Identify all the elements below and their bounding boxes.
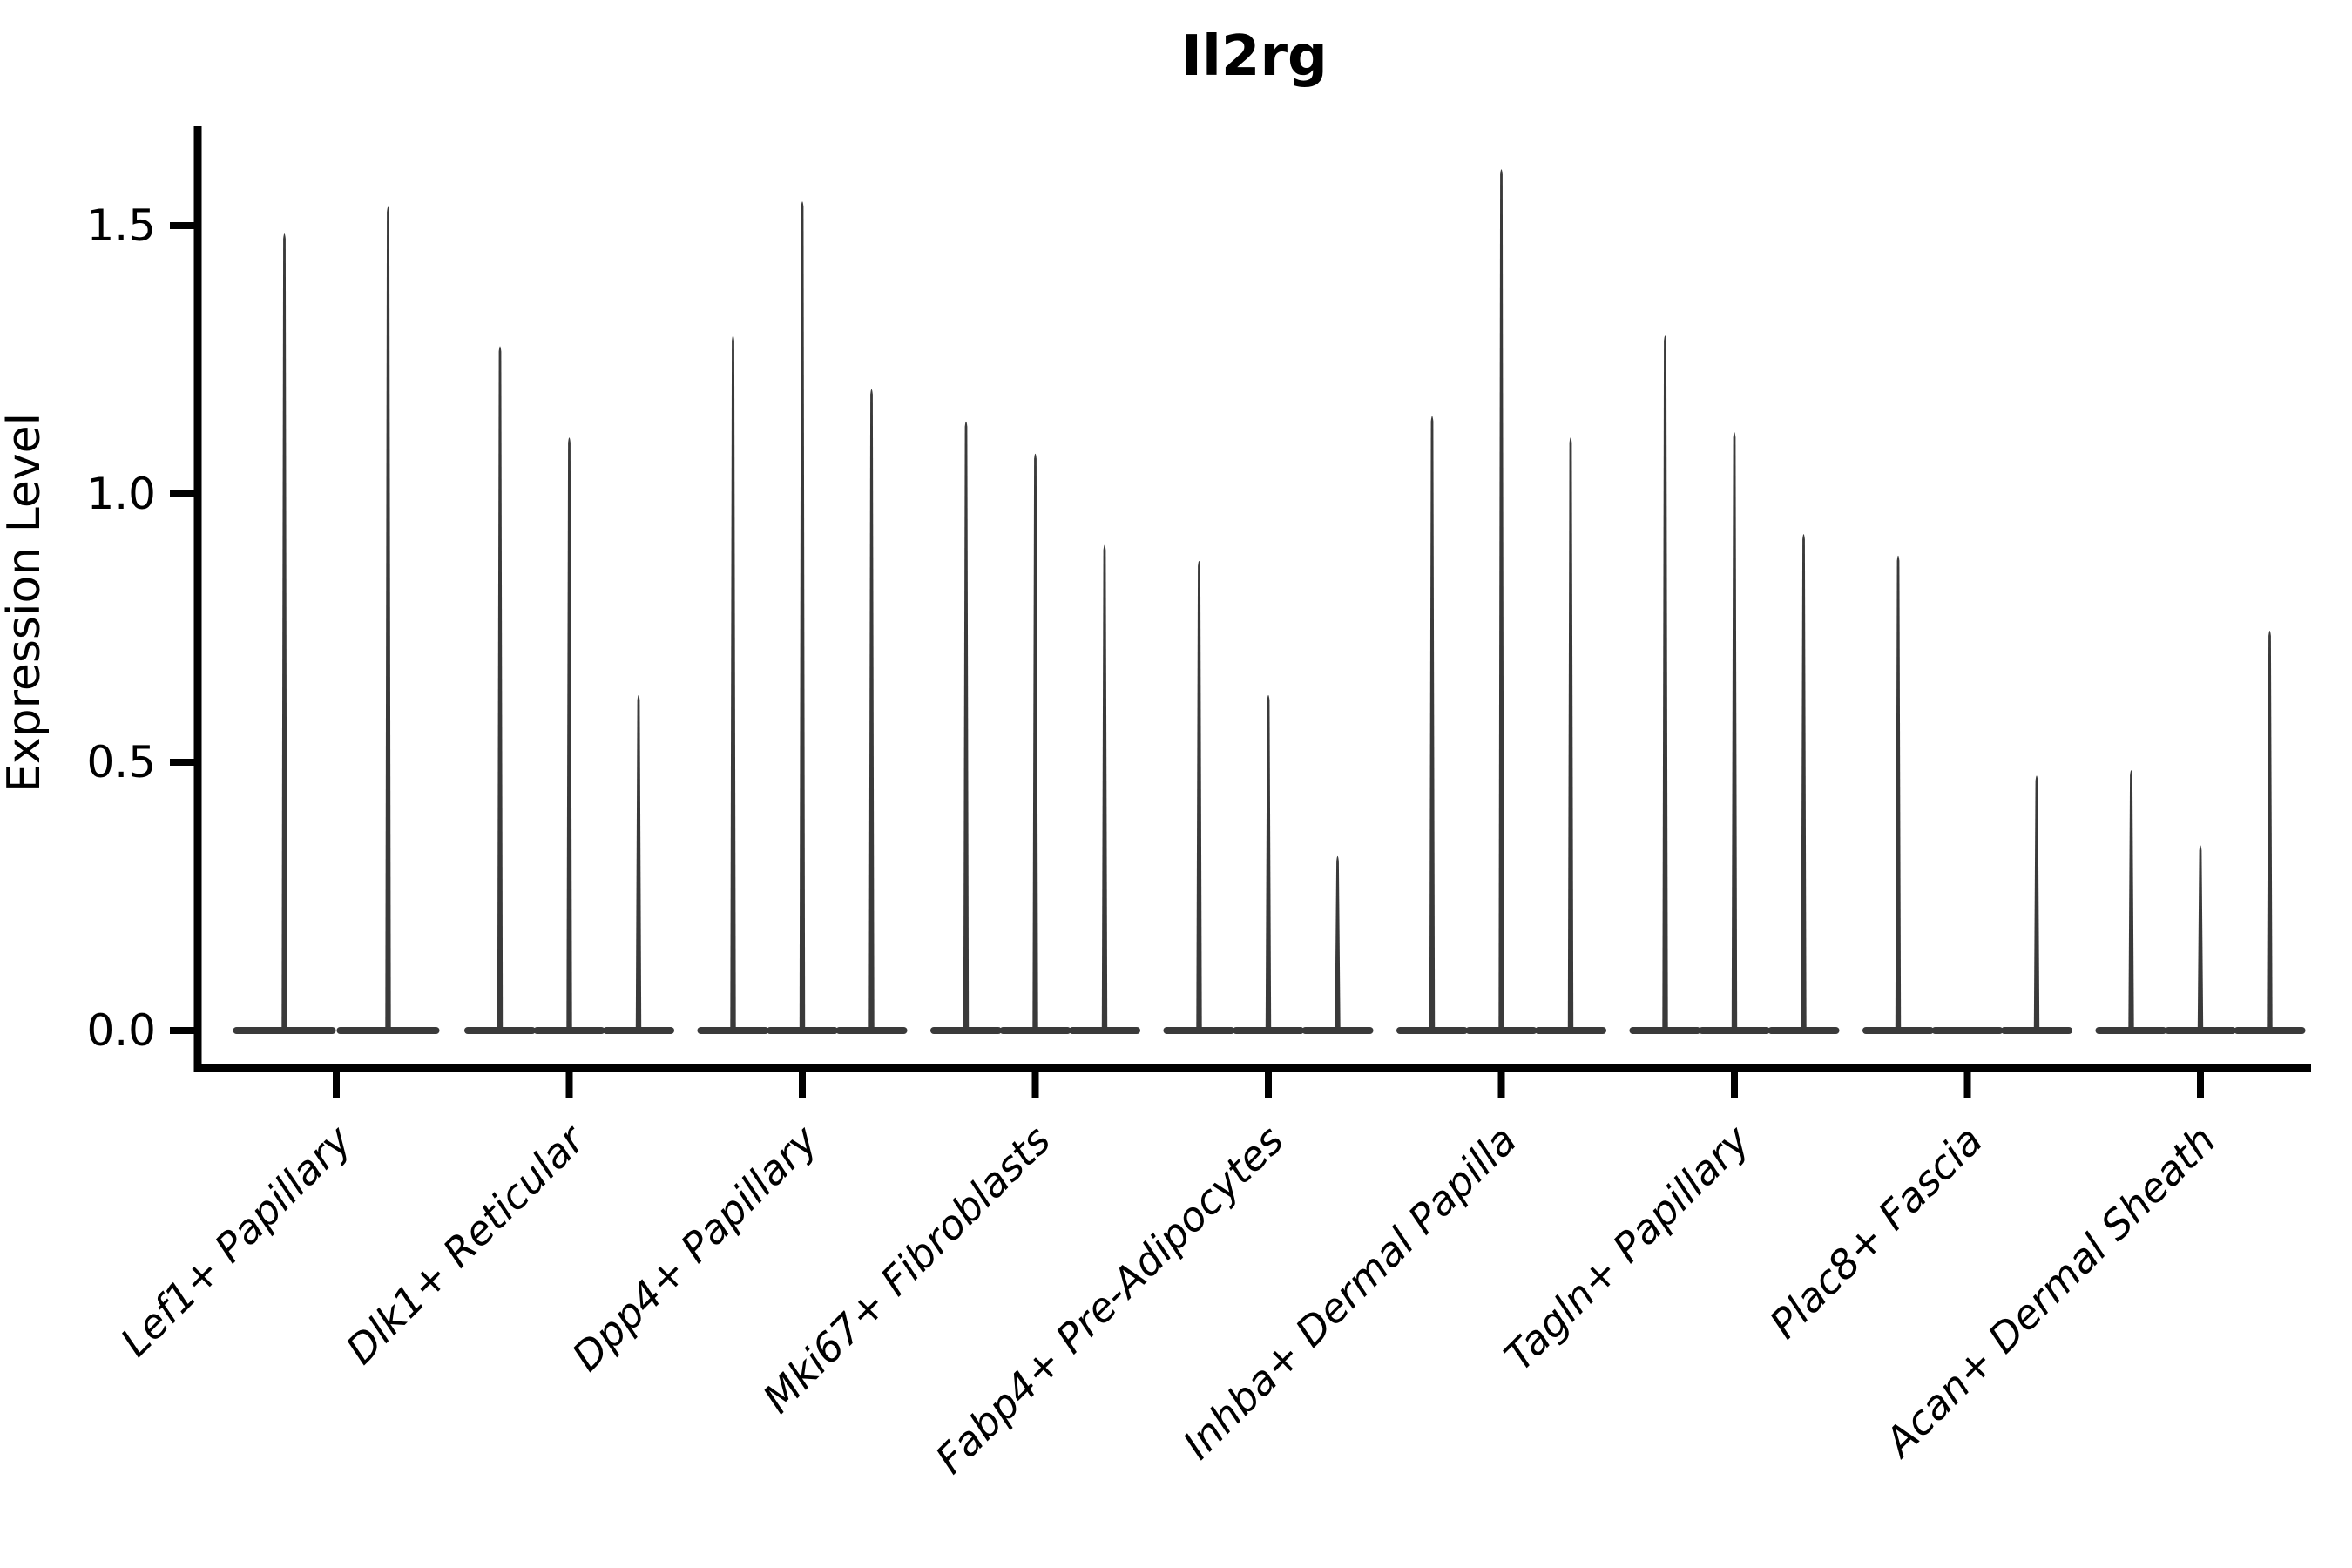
x-tick-mark [1031,1072,1039,1098]
chart-title: Il2rg [1181,24,1328,89]
violin-spike [1265,694,1272,1031]
violin-spike [1498,169,1504,1031]
violin-spike [1567,437,1574,1031]
violin-spike [799,201,806,1031]
y-tick-label: 0.5 [86,737,156,787]
y-tick-label: 0.0 [86,1005,156,1056]
y-tick-mark [170,490,198,497]
violin-spike [1196,560,1202,1031]
violin-spike [1662,335,1668,1031]
violin-spike [1335,855,1341,1031]
violin-spike [1101,544,1108,1031]
violin-spike [566,437,572,1031]
x-tick-mark [565,1072,573,1098]
x-tick-mark [1731,1072,1738,1098]
violin-spike [1731,432,1738,1031]
x-tick-mark [799,1072,806,1098]
x-tick-label: Lef1+ Papillary [112,1116,361,1365]
y-tick-mark [170,1027,198,1034]
x-axis-spine [193,1064,2311,1072]
violin-spike [1032,453,1038,1031]
violin-spike [868,389,875,1031]
y-tick-label: 1.0 [86,469,156,519]
x-tick-mark [1963,1072,1971,1098]
x-tick-mark [1497,1072,1505,1098]
violin-spike [385,206,391,1031]
x-tick-label: Dpp4+ Papillary [563,1116,827,1380]
x-tick-label: Dlk1+ Reticular [337,1114,596,1373]
violin-base [1931,1027,2004,1034]
x-tick-mark [333,1072,340,1098]
violin-spike [2033,775,2040,1031]
violin-spike [963,421,970,1031]
violin-spike [1429,416,1436,1031]
violin-spike [1801,534,1807,1031]
y-tick-label: 1.5 [86,200,156,251]
violin-spike [635,694,642,1031]
x-tick-mark [1265,1072,1272,1098]
y-tick-mark [170,222,198,229]
violin-spike [730,335,736,1031]
violin-spike [1895,555,1902,1031]
y-tick-mark [170,759,198,766]
y-axis-spine [193,126,202,1072]
x-tick-mark [2197,1072,2204,1098]
violin-spike [2267,631,2273,1031]
violin-spike [497,346,504,1031]
x-tick-label: Plac8+ Fascia [1761,1117,1991,1348]
violin-spike [2128,770,2134,1031]
violin-spike [281,233,287,1031]
violin-spike [2197,845,2204,1031]
x-tick-label: Tagln+ Papillary [1495,1116,1759,1380]
